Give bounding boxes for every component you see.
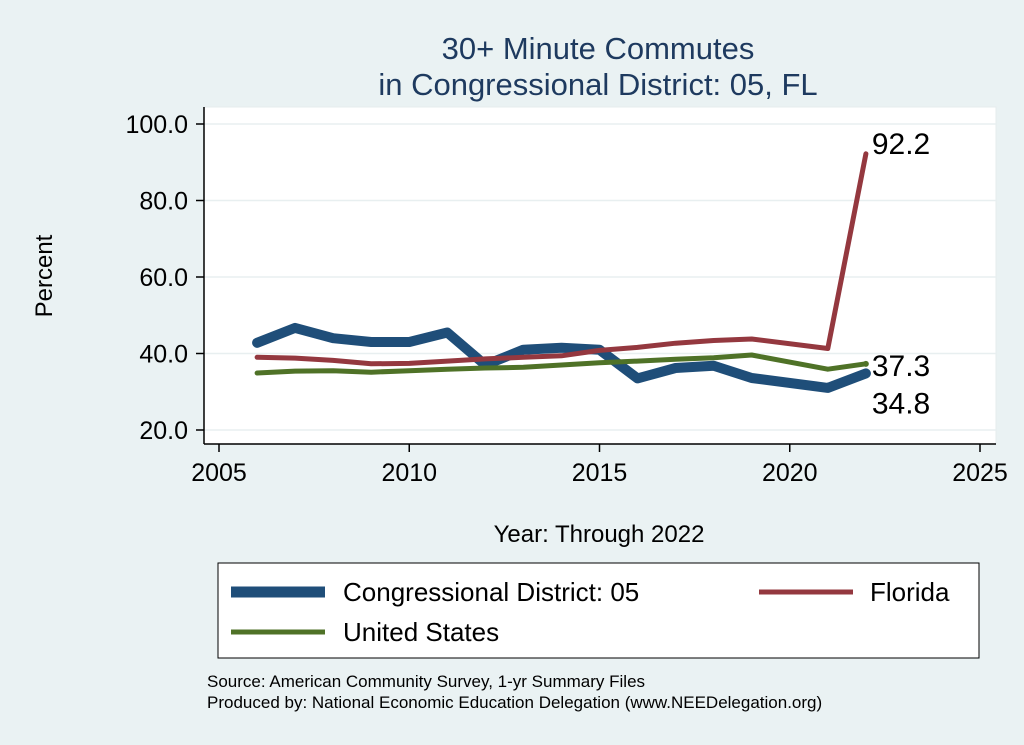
source-note: Source: American Community Survey, 1-yr … [207, 672, 645, 691]
series-united-states-line [254, 352, 869, 376]
y-tick-label: 60.0 [139, 264, 188, 292]
legend-label-florida: Florida [870, 577, 950, 607]
x-tick-label: 2005 [191, 459, 247, 487]
x-tick-label: 2025 [952, 459, 1008, 487]
x-tick-label: 2020 [762, 459, 818, 487]
end-label-florida: 92.2 [872, 128, 930, 161]
y-ticks: 20.0 40.0 60.0 80.0 100.0 [125, 111, 204, 445]
series-united-states-end-dot [862, 360, 869, 367]
x-tick-label: 2010 [381, 459, 437, 487]
y-tick-label: 80.0 [139, 188, 188, 216]
legend-label-district: Congressional District: 05 [343, 577, 639, 607]
chart-title-line-1: 30+ Minute Commutes [442, 31, 755, 66]
series-district-line [252, 322, 871, 393]
legend: Congressional District: 05 Florida Unite… [217, 562, 980, 659]
legend-label-united-states: United States [343, 617, 499, 647]
series-florida-line [254, 151, 869, 367]
y-tick-label: 40.0 [139, 341, 188, 369]
legend-box [217, 562, 980, 659]
y-axis-label: Percent [31, 234, 58, 317]
x-tick-label: 2015 [572, 459, 628, 487]
y-tick-label: 100.0 [125, 111, 188, 139]
produced-by-note: Produced by: National Economic Education… [207, 693, 822, 712]
end-labels: 92.2 37.3 34.8 [872, 128, 930, 421]
y-tick-label: 20.0 [139, 417, 188, 445]
series-lines [252, 151, 871, 393]
x-axis-label: Year: Through 2022 [494, 521, 705, 548]
chart-title-line-2: in Congressional District: 05, FL [378, 67, 817, 102]
end-label-united-states: 37.3 [872, 350, 930, 383]
x-ticks: 2005 2010 2015 2020 2025 [191, 444, 1008, 487]
end-label-district: 34.8 [872, 387, 930, 420]
